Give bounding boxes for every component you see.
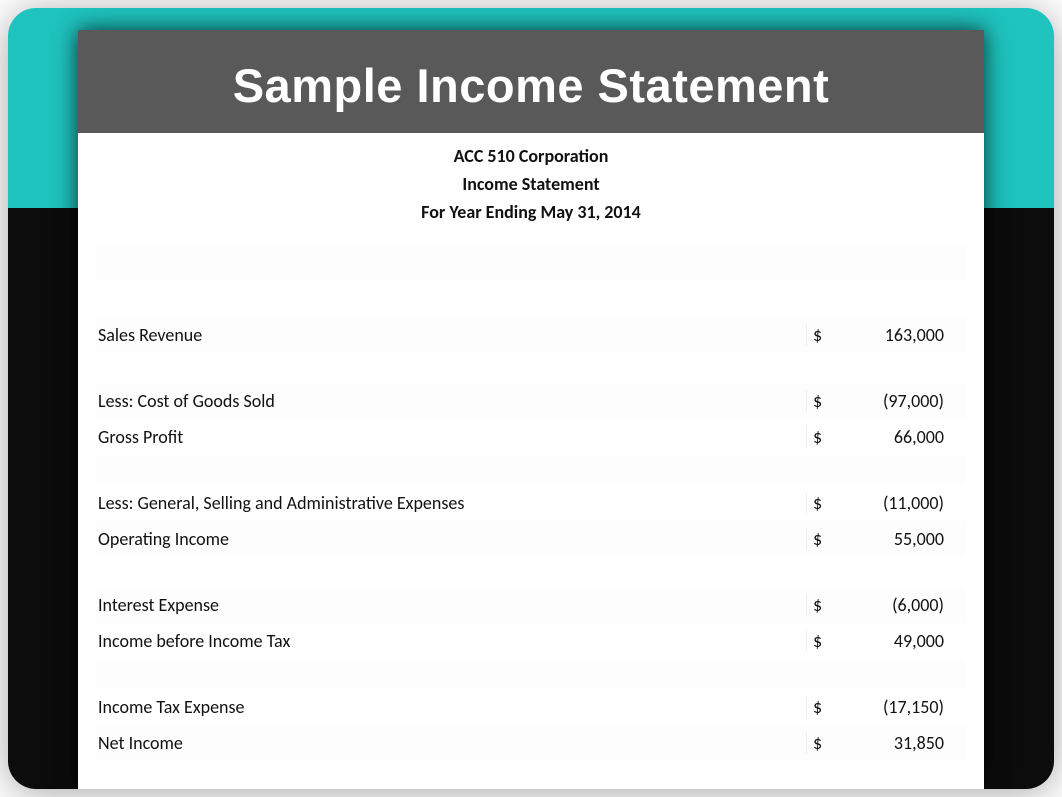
report-period: For Year Ending May 31, 2014 [78, 199, 984, 227]
line-label: Interest Expense [96, 594, 806, 616]
line-label: Less: General, Selling and Administrativ… [96, 492, 806, 514]
currency-symbol: $ [806, 732, 836, 754]
currency-symbol: $ [806, 528, 836, 550]
line-sga: Less: General, Selling and Administrativ… [96, 485, 966, 521]
line-label: Operating Income [96, 528, 806, 550]
line-label: Gross Profit [96, 426, 806, 448]
currency-symbol: $ [806, 594, 836, 616]
line-income-before-tax: Income before Income Tax $ 49,000 [96, 623, 966, 659]
blank-row [96, 455, 966, 485]
currency-symbol: $ [806, 630, 836, 652]
currency-symbol: $ [806, 696, 836, 718]
document-slide: Sample Income Statement ACC 510 Corporat… [78, 30, 984, 789]
slide-frame: Sample Income Statement ACC 510 Corporat… [8, 8, 1054, 789]
income-statement-table: Sales Revenue $ 163,000 Less: Cost of Go… [78, 235, 984, 761]
line-label: Net Income [96, 732, 806, 754]
currency-symbol: $ [806, 324, 836, 346]
line-label: Less: Cost of Goods Sold [96, 390, 806, 412]
report-name: Income Statement [78, 171, 984, 199]
line-value: 55,000 [836, 528, 966, 550]
slide-title: Sample Income Statement [78, 30, 984, 133]
currency-symbol: $ [806, 426, 836, 448]
line-cogs: Less: Cost of Goods Sold $ (97,000) [96, 383, 966, 419]
currency-symbol: $ [806, 390, 836, 412]
document-header: ACC 510 Corporation Income Statement For… [78, 133, 984, 235]
line-value: 66,000 [836, 426, 966, 448]
line-label: Sales Revenue [96, 324, 806, 346]
blank-row [96, 557, 966, 587]
line-value: (11,000) [836, 492, 966, 514]
blank-row [96, 353, 966, 383]
line-label: Income before Income Tax [96, 630, 806, 652]
line-gross-profit: Gross Profit $ 66,000 [96, 419, 966, 455]
spacer-row [96, 245, 966, 281]
line-income-tax-expense: Income Tax Expense $ (17,150) [96, 689, 966, 725]
line-label: Income Tax Expense [96, 696, 806, 718]
line-value: (17,150) [836, 696, 966, 718]
line-value: 49,000 [836, 630, 966, 652]
line-value: 31,850 [836, 732, 966, 754]
spacer-row [96, 281, 966, 317]
line-operating-income: Operating Income $ 55,000 [96, 521, 966, 557]
line-sales-revenue: Sales Revenue $ 163,000 [96, 317, 966, 353]
line-interest-expense: Interest Expense $ (6,000) [96, 587, 966, 623]
line-value: (6,000) [836, 594, 966, 616]
line-value: 163,000 [836, 324, 966, 346]
currency-symbol: $ [806, 492, 836, 514]
company-name: ACC 510 Corporation [78, 143, 984, 171]
line-value: (97,000) [836, 390, 966, 412]
line-net-income: Net Income $ 31,850 [96, 725, 966, 761]
blank-row [96, 659, 966, 689]
